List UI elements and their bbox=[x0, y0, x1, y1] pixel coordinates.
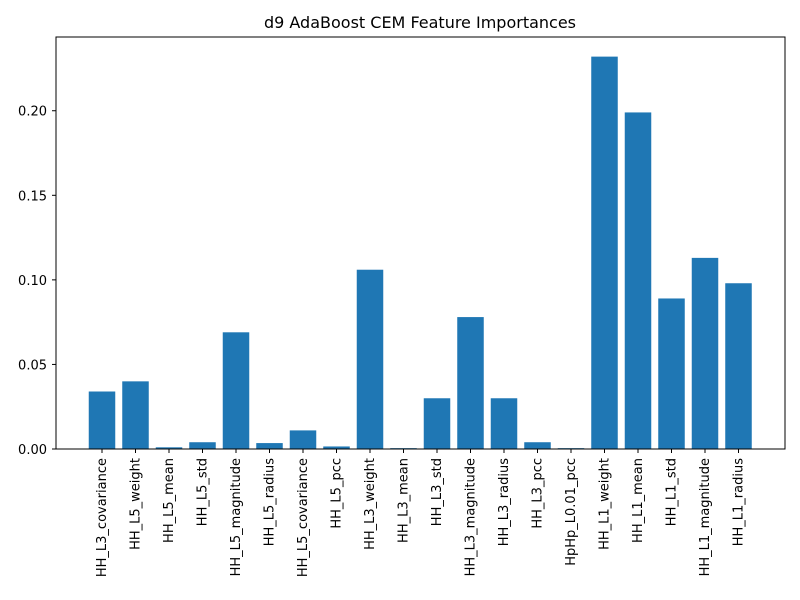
y-tick-label: 0.15 bbox=[18, 189, 47, 204]
x-tick-label: HH_L5_pcc bbox=[330, 458, 345, 529]
x-tick-label: HH_L3_weight bbox=[363, 458, 378, 550]
bar-HH_L5_pcc bbox=[323, 446, 350, 449]
x-tick-label: HpHp_L0.01_pcc bbox=[564, 458, 579, 566]
bar-HH_L3_radius bbox=[490, 398, 518, 449]
bar-HH_L3_std bbox=[423, 398, 451, 449]
bar-HH_L1_magnitude bbox=[691, 257, 719, 449]
bar-HH_L5_std bbox=[189, 442, 216, 449]
bar-HH_L1_weight bbox=[591, 56, 618, 450]
x-tick-label: HH_L5_mean bbox=[162, 458, 177, 543]
x-tick-label: HH_L3_radius bbox=[497, 458, 512, 546]
bar-HH_L5_magnitude bbox=[222, 332, 250, 449]
x-axis: HH_L3_covariance HH_L5_weight HH_L5_mean HH… bbox=[95, 449, 747, 577]
bar-HH_L3_weight bbox=[356, 269, 384, 449]
bar-HH_L1_radius bbox=[725, 283, 752, 449]
bar-HH_L5_mean bbox=[155, 447, 183, 449]
bar-HH_L1_std bbox=[658, 298, 685, 449]
x-tick-label: HH_L5_weight bbox=[129, 458, 144, 550]
x-tick-label: HH_L3_std bbox=[430, 458, 445, 526]
x-tick-label: HH_L5_covariance bbox=[296, 458, 311, 577]
bar-HH_L5_radius bbox=[256, 443, 283, 449]
y-tick-label: 0.00 bbox=[18, 443, 47, 458]
bar-HH_L3_magnitude bbox=[457, 317, 484, 449]
x-tick-label: HH_L1_std bbox=[665, 458, 680, 526]
y-tick-label: 0.10 bbox=[18, 274, 47, 289]
x-tick-label: HH_L1_weight bbox=[598, 458, 613, 550]
x-tick-label: HH_L1_mean bbox=[631, 458, 646, 543]
plot-frame bbox=[55, 36, 786, 450]
chart-title: d9 AdaBoost CEM Feature Importances bbox=[264, 13, 576, 32]
x-tick-label: HH_L1_magnitude bbox=[698, 458, 713, 576]
bar-HH_L1_mean bbox=[624, 112, 652, 450]
bar-HH_L5_weight bbox=[122, 381, 149, 449]
x-tick-label: HH_L1_radius bbox=[732, 458, 747, 546]
y-tick-label: 0.05 bbox=[18, 358, 47, 373]
x-tick-label: HH_L3_pcc bbox=[531, 458, 546, 529]
x-tick-label: HH_L3_covariance bbox=[95, 458, 110, 577]
bar-HH_L3_covariance bbox=[88, 391, 116, 449]
x-tick-label: HH_L3_mean bbox=[397, 458, 412, 543]
bar-HH_L3_pcc bbox=[524, 442, 551, 449]
y-axis: 0.00 0.05 0.10 0.15 0.20 bbox=[18, 105, 56, 458]
bars-group bbox=[88, 56, 752, 450]
x-tick-label: HH_L5_magnitude bbox=[229, 458, 244, 576]
x-tick-label: HH_L5_radius bbox=[263, 458, 278, 546]
x-tick-label: HH_L3_magnitude bbox=[464, 458, 479, 576]
bar-HH_L5_covariance bbox=[289, 430, 317, 449]
x-tick-label: HH_L5_std bbox=[196, 458, 211, 526]
y-tick-label: 0.20 bbox=[18, 105, 47, 120]
